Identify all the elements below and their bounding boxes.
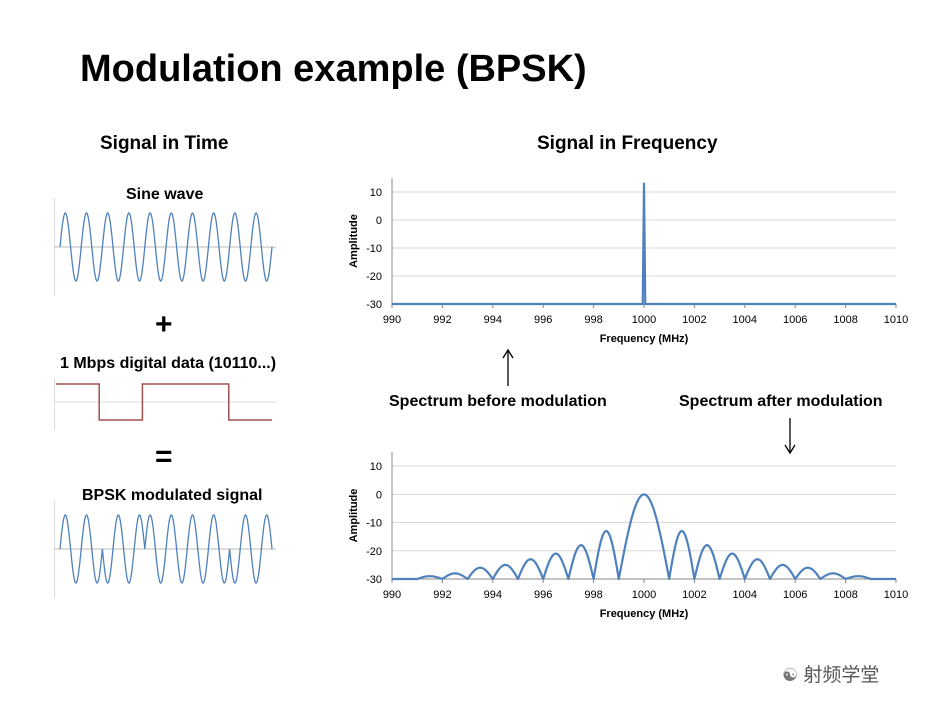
watermark: ☯ 射频学堂	[782, 660, 879, 687]
spectrum-series-line	[392, 182, 896, 306]
x-tick-label: 1000	[632, 589, 656, 601]
y-tick-label: 0	[376, 215, 382, 227]
y-tick-label: 0	[376, 489, 382, 501]
x-tick-label: 1002	[682, 589, 706, 601]
y-tick-label: -30	[366, 299, 382, 311]
signal-in-time-heading: Signal in Time	[100, 133, 229, 154]
bpsk-waveform	[59, 514, 273, 584]
y-axis-label: Amplitude	[348, 489, 360, 543]
x-tick-label: 990	[383, 314, 401, 326]
sine-waveform	[59, 212, 273, 282]
y-tick-label: -30	[366, 574, 382, 586]
x-tick-label: 1002	[682, 314, 706, 326]
y-tick-label: 10	[370, 187, 382, 199]
x-tick-label: 994	[484, 314, 502, 326]
x-tick-label: 990	[383, 589, 401, 601]
x-tick-label: 1006	[783, 589, 807, 601]
x-tick-label: 1000	[632, 314, 656, 326]
equals-sign: =	[155, 440, 173, 473]
plus-sign: +	[155, 308, 173, 341]
y-tick-label: -20	[366, 271, 382, 283]
bpsk-signal-plot	[54, 500, 276, 598]
digital-data-plot	[54, 378, 276, 430]
x-tick-label: 996	[534, 314, 552, 326]
y-tick-label: -10	[366, 518, 382, 530]
arrow-up-icon	[502, 348, 514, 386]
y-axis-label: Amplitude	[348, 214, 360, 268]
y-tick-label: -10	[366, 243, 382, 255]
watermark-text: 射频学堂	[803, 665, 880, 686]
slide-title: Modulation example (BPSK)	[80, 48, 587, 90]
x-tick-label: 1010	[884, 589, 908, 601]
digital-data-label: 1 Mbps digital data (10110...)	[60, 355, 277, 372]
x-tick-label: 996	[534, 589, 552, 601]
x-tick-label: 1008	[833, 314, 857, 326]
sine-wave-plot	[54, 198, 276, 296]
x-tick-label: 1004	[733, 314, 757, 326]
x-tick-label: 994	[484, 589, 502, 601]
spectrum-series-line	[391, 493, 897, 581]
signal-in-frequency-heading: Signal in Frequency	[537, 133, 718, 154]
x-tick-label: 998	[584, 589, 602, 601]
x-tick-label: 1008	[833, 589, 857, 601]
x-axis-label: Frequency (MHz)	[600, 333, 689, 345]
x-tick-label: 998	[584, 314, 602, 326]
x-tick-label: 992	[433, 589, 451, 601]
y-tick-label: 10	[370, 461, 382, 473]
x-axis-label: Frequency (MHz)	[600, 608, 689, 620]
y-tick-label: -20	[366, 546, 382, 558]
spectrum-after-label: Spectrum after modulation	[679, 393, 883, 410]
spectrum-before-label: Spectrum before modulation	[389, 393, 607, 410]
x-tick-label: 992	[433, 314, 451, 326]
x-tick-label: 1010	[884, 314, 908, 326]
arrow-down-icon	[784, 418, 796, 455]
x-tick-label: 1004	[733, 589, 757, 601]
sine-wave-label: Sine wave	[126, 186, 204, 203]
x-tick-label: 1006	[783, 314, 807, 326]
wechat-icon: ☯	[782, 665, 799, 685]
bpsk-signal-label: BPSK modulated signal	[82, 487, 263, 504]
digital-data-waveform	[56, 383, 272, 421]
